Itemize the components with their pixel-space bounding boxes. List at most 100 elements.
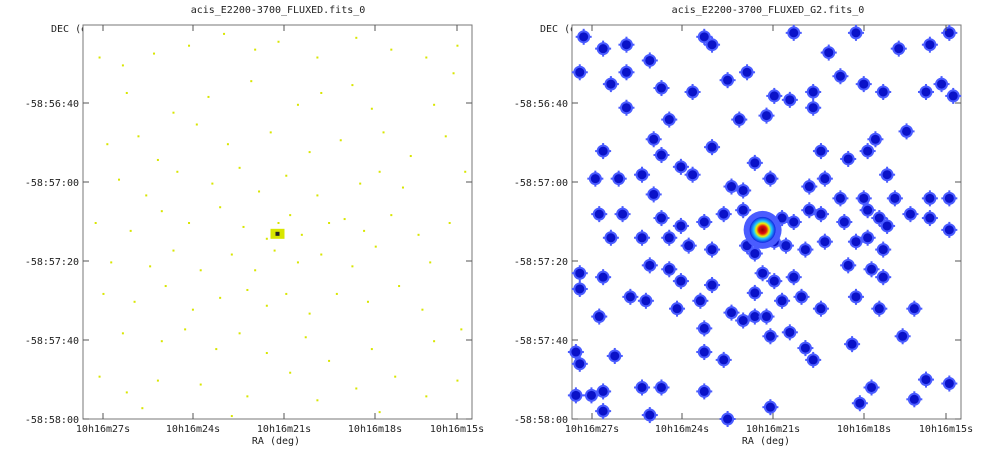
x-tick-label: 10h16m15s	[919, 424, 973, 435]
source-blob	[610, 170, 627, 187]
blob-core	[777, 213, 787, 223]
blob-core	[944, 225, 954, 235]
blob-core	[598, 146, 608, 156]
source-blob	[871, 300, 888, 317]
blob-core	[800, 343, 810, 353]
source-blob	[832, 190, 849, 207]
source-blob	[906, 391, 923, 408]
source-blob	[567, 344, 584, 361]
source-blob	[917, 371, 934, 388]
blob-core	[855, 398, 865, 408]
blob-core	[808, 87, 818, 97]
source-blob	[614, 206, 631, 223]
blob-core	[598, 386, 608, 396]
blob-core	[738, 316, 748, 325]
source-blob	[797, 340, 814, 357]
data-point	[409, 155, 412, 158]
data-point	[106, 143, 109, 146]
data-point	[308, 312, 311, 315]
blob-core	[824, 48, 834, 58]
source-blob	[766, 273, 783, 290]
blob-core	[867, 382, 877, 392]
source-blob	[879, 166, 896, 183]
blob-core	[695, 296, 705, 306]
blob-core	[707, 245, 717, 255]
source-blob	[906, 300, 923, 317]
source-blob	[591, 308, 608, 325]
blob-core	[688, 87, 698, 97]
data-point	[269, 131, 272, 134]
data-point	[378, 411, 381, 414]
x-tick-label: 10h16m24s	[655, 424, 709, 435]
x-tick-label: 10h16m21s	[257, 424, 311, 435]
data-point	[226, 143, 229, 146]
source-blob	[684, 83, 701, 100]
source-blob	[875, 241, 892, 258]
source-blob	[696, 28, 713, 45]
source-blob	[696, 320, 713, 337]
source-blob	[774, 292, 791, 309]
source-blob	[723, 178, 740, 195]
blob-core	[851, 292, 861, 302]
source-blob	[618, 36, 635, 53]
blob-core	[948, 91, 958, 101]
source-blob	[669, 300, 686, 317]
blob-core	[944, 193, 954, 203]
source-blob	[653, 147, 670, 164]
blob-core	[808, 355, 818, 365]
source-blob	[735, 202, 752, 219]
blob-core	[750, 158, 760, 168]
blob-core	[781, 241, 791, 251]
blob-core	[925, 213, 935, 223]
blob-core	[762, 312, 771, 322]
blob-core	[699, 323, 709, 333]
left-points	[94, 32, 467, 418]
data-point	[433, 103, 436, 106]
data-point	[464, 170, 467, 173]
blob-core	[750, 312, 760, 322]
blob-core	[723, 414, 733, 424]
blob-core	[676, 276, 686, 286]
source-blob	[715, 351, 732, 368]
data-point	[188, 222, 191, 224]
blob-core	[621, 40, 631, 50]
data-point	[417, 233, 420, 236]
blob-core	[656, 150, 666, 160]
data-point	[296, 103, 299, 106]
data-point	[366, 300, 369, 303]
bright-source-core	[749, 216, 776, 243]
source-blob	[921, 190, 938, 207]
blob-core	[944, 379, 954, 389]
blob-core	[621, 67, 631, 77]
blob-core	[750, 288, 760, 298]
data-point	[289, 371, 292, 374]
blob-core	[785, 327, 795, 337]
blob-core	[820, 237, 830, 247]
data-point	[219, 296, 222, 299]
blob-core	[688, 170, 698, 180]
data-point	[285, 292, 288, 295]
source-blob	[672, 158, 689, 175]
source-blob	[863, 261, 880, 278]
x-tick-label: 10h16m18s	[837, 424, 891, 435]
data-point	[125, 91, 128, 94]
blob-core	[863, 233, 873, 243]
right-axis-ticks	[572, 25, 961, 420]
data-point	[448, 222, 451, 224]
data-point	[328, 222, 331, 224]
blob-core	[586, 390, 596, 400]
blob-core	[925, 40, 935, 50]
blob-core	[579, 32, 589, 42]
blob-core	[719, 209, 729, 219]
source-blob	[859, 202, 876, 219]
data-point	[215, 348, 218, 351]
data-point	[211, 182, 214, 185]
data-point	[398, 285, 401, 288]
data-point	[188, 44, 191, 47]
data-point	[452, 72, 455, 75]
data-point	[250, 80, 253, 83]
blob-core	[804, 205, 814, 215]
blob-core	[835, 193, 845, 203]
blob-core	[723, 75, 733, 85]
source-blob	[571, 355, 588, 372]
